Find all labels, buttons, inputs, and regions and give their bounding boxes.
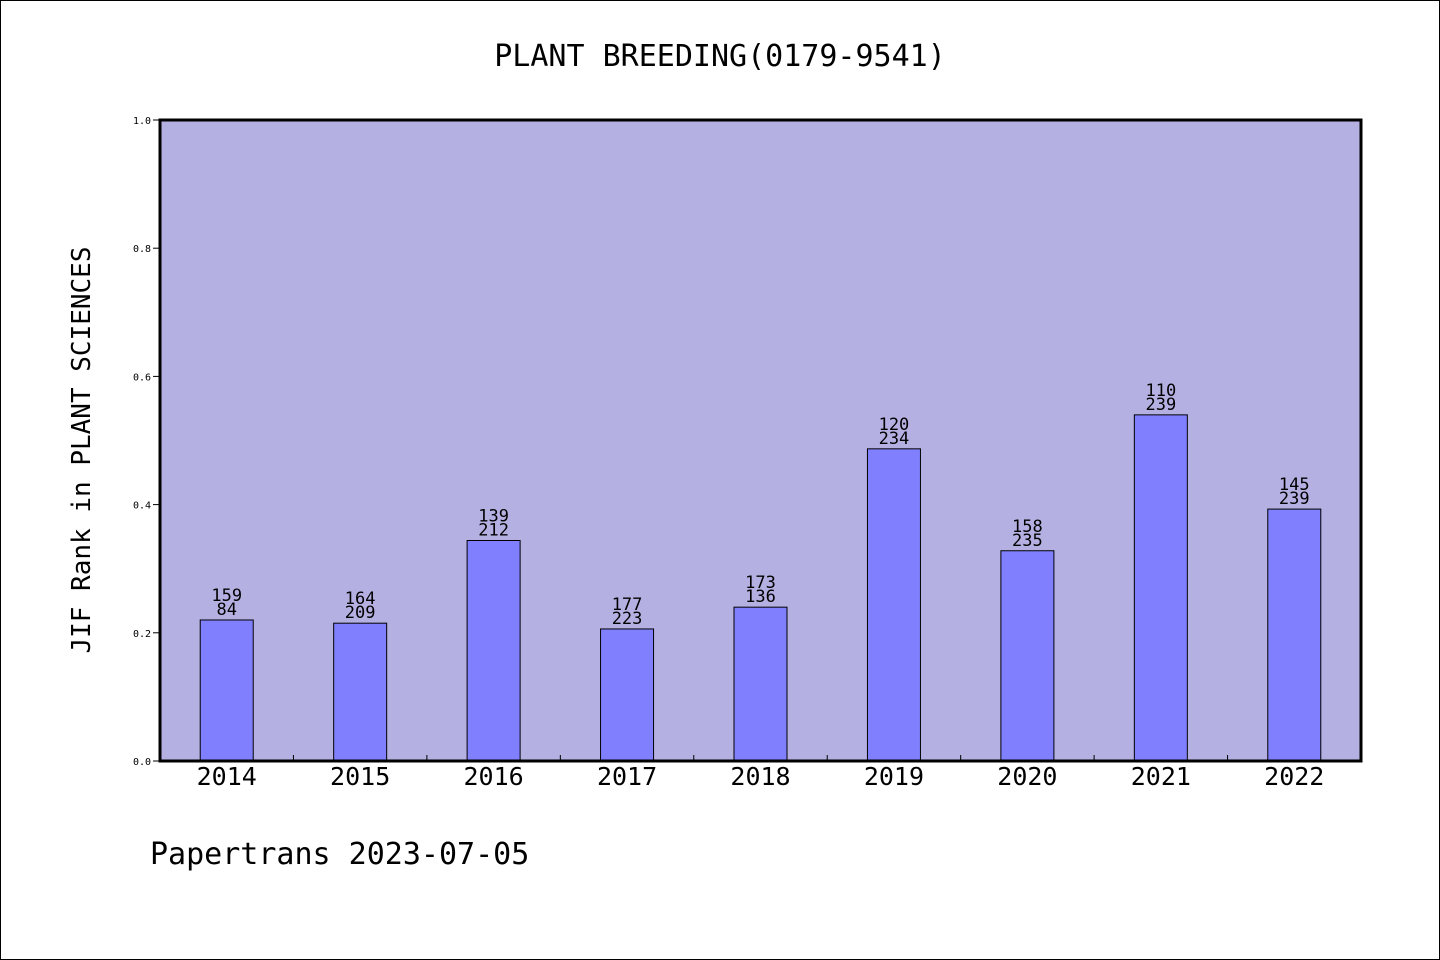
bar xyxy=(600,628,655,762)
bar-label-top: 159 xyxy=(211,586,242,606)
bar-label-top: 158 xyxy=(1012,517,1043,537)
bar-label-bottom: 212 xyxy=(478,520,509,540)
bar-label-top: 110 xyxy=(1145,381,1176,401)
bar xyxy=(1000,550,1055,762)
bar-label-bottom: 223 xyxy=(612,609,643,629)
bar-label-top: 120 xyxy=(879,415,910,435)
bar-label-top: 145 xyxy=(1279,475,1310,495)
chart-title: PLANT BREEDING(0179-9541) xyxy=(494,39,946,74)
x-tick-label: 2014 xyxy=(197,762,257,791)
y-tick-label: 1.0 xyxy=(133,116,151,127)
y-tick-label: 0.6 xyxy=(133,372,151,383)
x-axis: 2014 2015 2016 2017 2018 2019 2020 2021 2022 xyxy=(197,755,1324,791)
bar-label-bottom: 136 xyxy=(745,587,776,607)
bar-label-bottom: 84 xyxy=(216,600,236,620)
y-tick-label: 0.4 xyxy=(133,501,151,512)
y-tick-label: 0.8 xyxy=(133,244,151,255)
x-tick-label: 2017 xyxy=(597,762,657,791)
bar xyxy=(333,622,388,762)
bar-label-bottom: 239 xyxy=(1145,395,1176,415)
plot-border xyxy=(158,118,1363,763)
bar xyxy=(866,448,921,762)
bar-label-top: 164 xyxy=(345,589,376,609)
bar xyxy=(199,619,254,762)
bar-label-top: 139 xyxy=(478,506,509,526)
x-tick-label: 2020 xyxy=(997,762,1057,791)
x-tick-label: 2021 xyxy=(1131,762,1191,791)
bar xyxy=(1267,508,1322,762)
y-axis-label: JIF Rank in PLANT SCIENCES xyxy=(67,247,97,654)
y-axis: 0.0 0.2 0.4 0.6 0.8 1.0 xyxy=(133,116,160,768)
x-tick-label: 2019 xyxy=(864,762,924,791)
x-tick-label: 2022 xyxy=(1264,762,1324,791)
y-tick-label: 0.2 xyxy=(133,629,151,640)
bar xyxy=(1133,414,1188,762)
bar-label-bottom: 239 xyxy=(1279,489,1310,509)
x-tick-label: 2015 xyxy=(330,762,390,791)
bar-label-top: 173 xyxy=(745,573,776,593)
bar-label-bottom: 209 xyxy=(345,603,376,623)
footer-text: Papertrans 2023-07-05 xyxy=(150,837,529,872)
bar-label-top: 177 xyxy=(612,595,643,615)
bar-series: 1598416420913921217722317313612023415823… xyxy=(199,381,1322,762)
x-tick-label: 2016 xyxy=(464,762,524,791)
x-tick-label: 2018 xyxy=(730,762,790,791)
bar xyxy=(733,606,788,762)
bar xyxy=(466,539,521,762)
bar-label-bottom: 234 xyxy=(879,429,910,449)
bar-label-bottom: 235 xyxy=(1012,531,1043,551)
y-tick-label: 0.0 xyxy=(133,757,151,768)
